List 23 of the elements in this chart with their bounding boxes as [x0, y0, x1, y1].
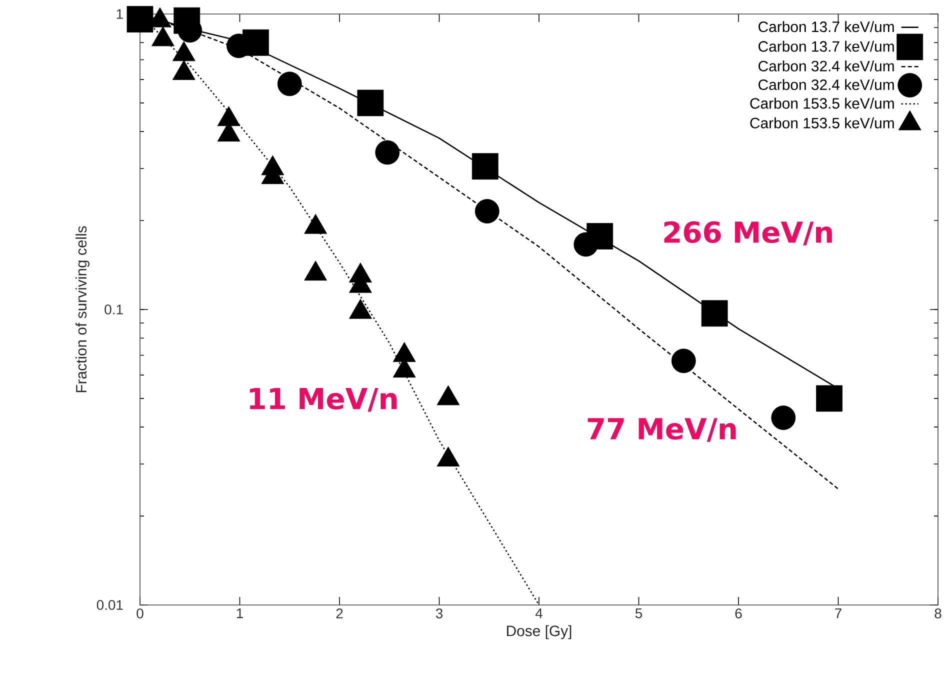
y-tick-label: 1 — [116, 9, 123, 19]
x-tick-label: 2 — [336, 608, 343, 618]
legend-label: Carbon 153.5 keV/um — [750, 98, 894, 109]
x-tick-label: 0 — [136, 608, 144, 618]
x-tick-label: 4 — [535, 608, 542, 618]
legend-label: Carbon 13.7 keV/um — [758, 40, 894, 52]
y-axis-title: Fraction of surviving cells — [76, 226, 90, 392]
x-tick-label: 3 — [436, 608, 443, 618]
legend-label: Carbon 32.4 keV/um — [758, 79, 894, 90]
x-axis-title: Dose [Gy] — [507, 625, 572, 640]
x-tick-label: 7 — [835, 608, 842, 618]
y-tick-label: 0.01 — [96, 600, 123, 610]
legend-label: Carbon 13.7 keV/um — [758, 21, 894, 32]
x-tick-label: 5 — [635, 608, 642, 618]
annotation: 77 MeV/n — [588, 418, 736, 442]
annotation: 266 MeV/n — [664, 221, 832, 246]
x-tick-label: 1 — [236, 608, 243, 618]
x-tick-label: 6 — [735, 608, 742, 618]
y-tick-label: 0.1 — [104, 304, 123, 314]
x-tick-label: 8 — [934, 608, 942, 618]
legend-label: Carbon 32.4 keV/um — [758, 60, 894, 72]
annotation: 11 MeV/n — [250, 388, 397, 412]
legend-label: Carbon 153.5 keV/um — [750, 117, 894, 128]
